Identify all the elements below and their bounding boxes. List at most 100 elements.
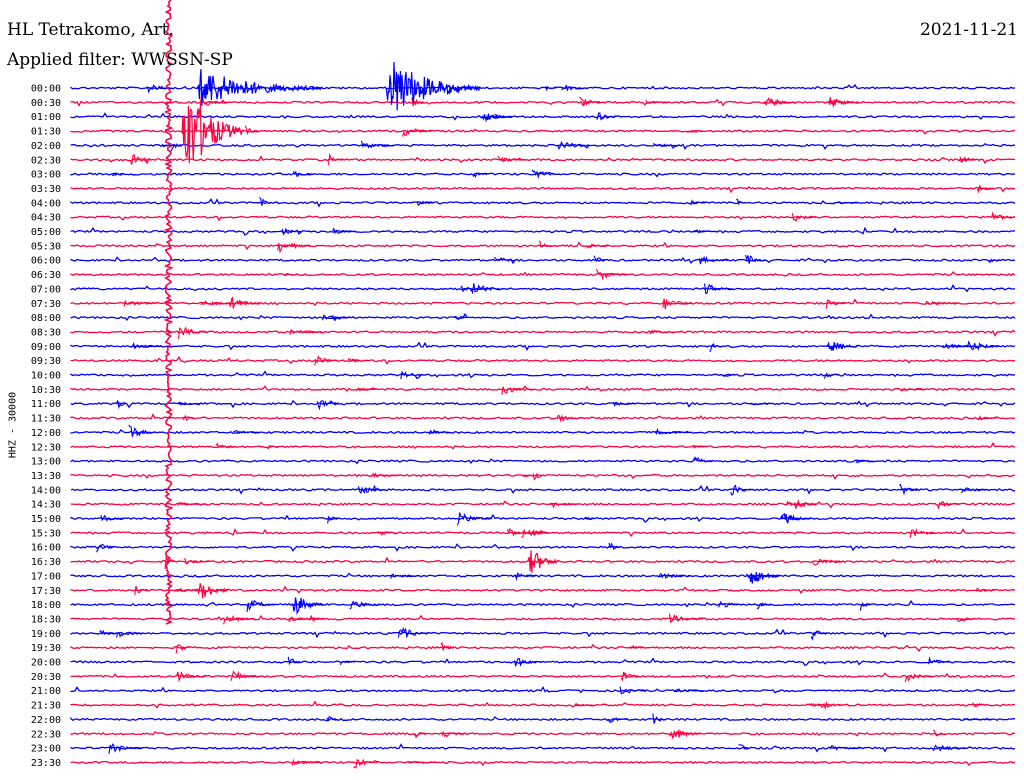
- trace-row-17:30: [70, 585, 1016, 595]
- wavelet: [620, 671, 640, 682]
- wavelet: [750, 402, 770, 406]
- wavelet: [990, 210, 1015, 221]
- wavelet: [215, 442, 236, 449]
- wavelet: [356, 387, 378, 392]
- seismic-event: [747, 571, 781, 584]
- trace-row-03:00: [70, 171, 1016, 178]
- wavelet: [353, 758, 378, 769]
- trace-row-19:30: [70, 643, 1016, 653]
- trace-row-12:00: [70, 428, 1016, 435]
- row-time-label: 23:30: [31, 758, 61, 769]
- wavelet: [369, 472, 401, 478]
- wavelet: [230, 670, 261, 681]
- wavelet: [690, 199, 706, 206]
- trace-row-12:30: [70, 441, 1016, 450]
- row-time-label: 09:30: [31, 356, 61, 367]
- row-time-label: 14:30: [31, 500, 61, 511]
- row-time-label: 11:30: [31, 414, 61, 425]
- seismic-event: [196, 68, 323, 107]
- wavelet: [283, 273, 293, 277]
- wavelet: [314, 355, 338, 366]
- row-time-label: 20:00: [31, 658, 61, 669]
- wavelet: [440, 641, 457, 651]
- wavelet: [130, 153, 153, 165]
- row-time-label: 08:30: [31, 327, 61, 338]
- wavelet: [183, 558, 210, 564]
- wavelet: [360, 140, 395, 149]
- wavelet: [692, 229, 717, 234]
- wavelet: [958, 158, 971, 162]
- wavelet: [460, 285, 491, 293]
- wavelet: [955, 617, 976, 622]
- row-time-label: 07:30: [31, 299, 61, 310]
- wavelet: [414, 732, 426, 739]
- trace-row-18:30: [70, 614, 1016, 621]
- trace-row-14:30: [70, 500, 1016, 509]
- row-time-label: 17:00: [31, 571, 61, 582]
- wavelet: [855, 460, 874, 464]
- wavelet: [950, 343, 977, 349]
- wavelet: [521, 474, 533, 478]
- trace-row-21:00: [70, 686, 1016, 694]
- trace-row-23:30: [70, 760, 1016, 767]
- wavelet: [497, 156, 529, 163]
- row-time-label: 04:30: [31, 213, 61, 224]
- wavelet: [791, 213, 817, 223]
- seismic-event: [763, 96, 796, 107]
- row-time-label: 13:30: [31, 471, 61, 482]
- wavelet: [493, 256, 516, 262]
- trace-row-11:30: [70, 413, 1016, 421]
- wavelet: [177, 326, 208, 339]
- row-time-label: 22:00: [31, 715, 61, 726]
- trace-row-13:00: [70, 456, 1016, 465]
- row-time-label: 18:30: [31, 614, 61, 625]
- trace-row-18:00: [70, 599, 1016, 608]
- trace-row-20:30: [70, 672, 1016, 680]
- wavelet: [472, 172, 488, 178]
- wavelet: [812, 558, 843, 566]
- wavelet: [544, 85, 557, 92]
- wavelet: [785, 500, 805, 507]
- wavelet: [199, 94, 231, 109]
- wavelet: [377, 530, 397, 536]
- trace-row-09:00: [70, 341, 1016, 352]
- trace-row-14:00: [70, 485, 1015, 495]
- wavelet: [961, 487, 989, 494]
- wavelet: [99, 629, 121, 636]
- wavelet: [161, 143, 175, 148]
- wavelet: [649, 329, 681, 335]
- wavelet: [288, 615, 316, 622]
- clipped-signal: [163, 0, 174, 625]
- trace-row-07:00: [70, 284, 1016, 293]
- trace-row-05:30: [70, 241, 1016, 251]
- row-time-label: 01:00: [31, 112, 61, 123]
- wavelet: [441, 730, 464, 738]
- wavelet: [454, 315, 467, 321]
- trace-row-21:30: [70, 700, 1015, 709]
- wavelet: [966, 340, 1001, 351]
- wavelet: [653, 142, 678, 147]
- wavelet: [291, 758, 323, 766]
- row-time-label: 02:30: [31, 155, 61, 166]
- wavelet: [578, 96, 602, 106]
- wavelet: [506, 527, 524, 537]
- trace-row-08:00: [70, 312, 1016, 321]
- wavelet: [292, 170, 317, 178]
- wavelet: [819, 700, 841, 711]
- trace-row-06:30: [70, 271, 1016, 277]
- trace-row-15:00: [70, 513, 1016, 523]
- wavelet: [223, 615, 254, 625]
- wavelet: [539, 240, 553, 248]
- trace-row-17:00: [70, 572, 1015, 578]
- trace-row-20:00: [70, 657, 1016, 667]
- wavelet: [668, 613, 704, 624]
- row-time-label: 07:00: [31, 284, 61, 295]
- wavelet: [977, 415, 997, 421]
- row-time-label: 16:00: [31, 543, 61, 554]
- wavelet: [645, 99, 670, 105]
- wavelet: [164, 556, 176, 570]
- wavelet: [131, 341, 162, 350]
- row-time-label: 09:00: [31, 342, 61, 353]
- wavelet: [100, 514, 126, 522]
- trace-row-04:30: [70, 215, 1016, 222]
